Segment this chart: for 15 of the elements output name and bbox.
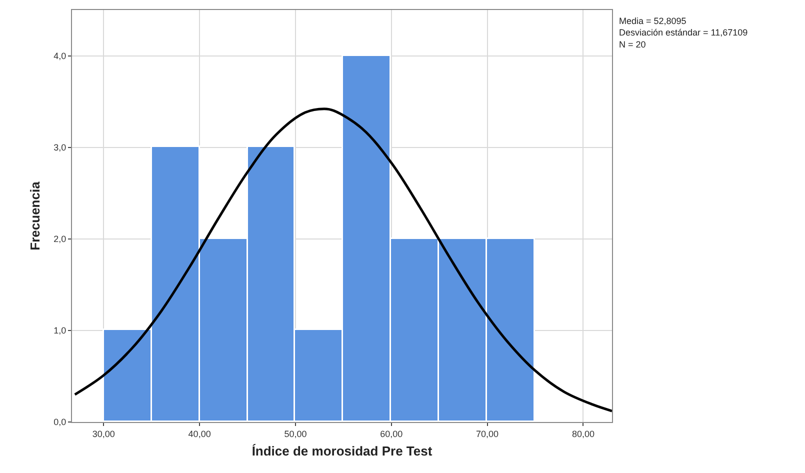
y-tick-label: 2,0	[54, 234, 66, 244]
text: Media = 52,8095 Desviación estándar = 11,67109 N = 20	[619, 16, 748, 50]
y-axis-title: Frecuencia	[28, 180, 43, 250]
x-tick-label: 30,00	[92, 428, 115, 439]
x-tick-label: 50,00	[284, 428, 307, 439]
y-tick-label: 0,0	[54, 417, 66, 428]
y-tick-label: 1,0	[54, 326, 66, 336]
x-tick-label: 80,00	[572, 428, 594, 439]
y-tick-label: 3,0	[54, 142, 66, 152]
x-tick-label: 70,00	[476, 428, 499, 439]
x-axis-title: Índice de morosidad Pre Test	[252, 443, 433, 458]
x-tick-label: 60,00	[380, 428, 403, 439]
line-series	[74, 108, 612, 412]
y-tick-label: 4,0	[54, 50, 66, 61]
x-tick-label: 40,00	[188, 428, 211, 439]
